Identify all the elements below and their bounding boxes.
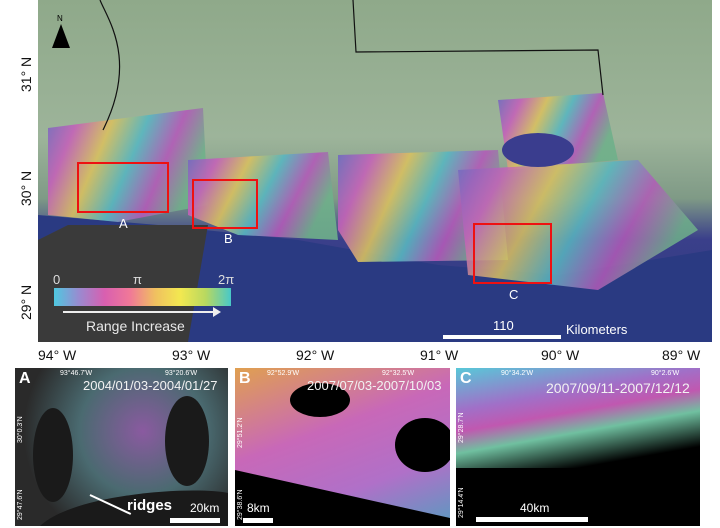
colorbar-max-label: 2π — [218, 272, 235, 287]
inset-b-graphics — [235, 383, 450, 526]
scale-bar — [443, 335, 561, 339]
lat-label-30n: 30° N — [18, 170, 34, 206]
date-range: 2007/09/11-2007/12/12 — [546, 380, 690, 396]
scale-value: 110 — [493, 318, 514, 333]
lon-right: 90°2.6'W — [651, 370, 680, 377]
lon-right: 92°32.5'W — [382, 370, 415, 377]
inset-b: B 92°52.9'W 92°32.5'W 2007/07/03-2007/10… — [235, 368, 450, 526]
region-box-c[interactable] — [473, 223, 552, 284]
lat-top: 29°51.2'N — [237, 417, 244, 448]
scale-label: 40km — [520, 501, 550, 515]
colorbar-mid-label: π — [133, 272, 142, 287]
colorbar — [54, 288, 231, 306]
arrow-head-icon — [213, 307, 221, 317]
range-increase-arrow — [63, 311, 215, 313]
lon-left: 90°34.2'W — [501, 370, 534, 377]
ridges-label: ridges — [127, 497, 173, 514]
colorbar-min-label: 0 — [53, 272, 61, 287]
north-arrow-icon — [52, 24, 70, 48]
lon-label-94w: 94° W — [38, 347, 77, 363]
lat-bottom: 29°38.6'N — [237, 489, 244, 520]
lat-bottom: 29°14.4'N — [458, 487, 465, 518]
scale-label: 8km — [247, 501, 270, 515]
lon-label-90w: 90° W — [541, 347, 580, 363]
lon-label-91w: 91° W — [420, 347, 459, 363]
lake-right — [395, 418, 450, 472]
gulf — [235, 470, 450, 526]
inset-letter: C — [460, 370, 472, 387]
interferogram-swath-5 — [458, 160, 698, 290]
colorbar-caption: Range Increase — [86, 318, 185, 334]
inset-letter: B — [239, 370, 251, 387]
gulf — [40, 490, 228, 526]
lake — [290, 383, 350, 417]
inset-letter: A — [19, 370, 31, 387]
lon-label-93w: 93° W — [172, 347, 211, 363]
scale-bar — [476, 517, 588, 522]
lon-right: 93°20.6'W — [165, 370, 198, 377]
scale-bar — [170, 518, 220, 523]
lat-bottom: 29°47.6'N — [17, 489, 24, 520]
gulf-water — [38, 215, 712, 342]
lon-left: 93°46.7'W — [60, 370, 93, 377]
lake-pontchartrain — [502, 133, 574, 167]
lake-right — [165, 396, 209, 486]
date-range: 2007/07/03-2007/10/03 — [307, 378, 442, 393]
region-label-c: C — [509, 287, 519, 302]
inset-a: A 93°46.7'W 93°20.6'W 2004/01/03-2004/01… — [15, 368, 228, 526]
region-label-a: A — [119, 216, 128, 231]
region-box-b[interactable] — [192, 179, 258, 229]
scale-bar — [243, 518, 273, 523]
scale-unit: Kilometers — [566, 322, 628, 337]
north-label: N — [57, 14, 63, 23]
lon-label-89w: 89° W — [662, 347, 701, 363]
lon-left: 92°52.9'W — [267, 370, 300, 377]
scale-label: 20km — [190, 501, 220, 515]
lon-label-92w: 92° W — [296, 347, 335, 363]
region-label-b: B — [224, 231, 233, 246]
north-arrow: N — [50, 14, 72, 50]
lat-label-29n: 29° N — [18, 284, 34, 320]
lat-top: 29°28.7'N — [458, 412, 465, 443]
state-boundary — [99, 0, 604, 131]
lat-top: 30°0.3'N — [17, 416, 24, 443]
lake-left — [33, 408, 73, 502]
lat-label-31n: 31° N — [18, 56, 34, 92]
deformation-band — [456, 368, 700, 468]
date-range: 2004/01/03-2004/01/27 — [83, 378, 218, 393]
main-map: N A B C 0 π 2π Range Increase 110 Kilome… — [38, 0, 712, 342]
inset-a-graphics — [33, 396, 228, 526]
inset-c: C 90°34.2'W 90°2.6'W 2007/09/11-2007/12/… — [456, 368, 700, 526]
region-box-a[interactable] — [77, 162, 169, 213]
interferogram-swath-2 — [188, 152, 338, 240]
